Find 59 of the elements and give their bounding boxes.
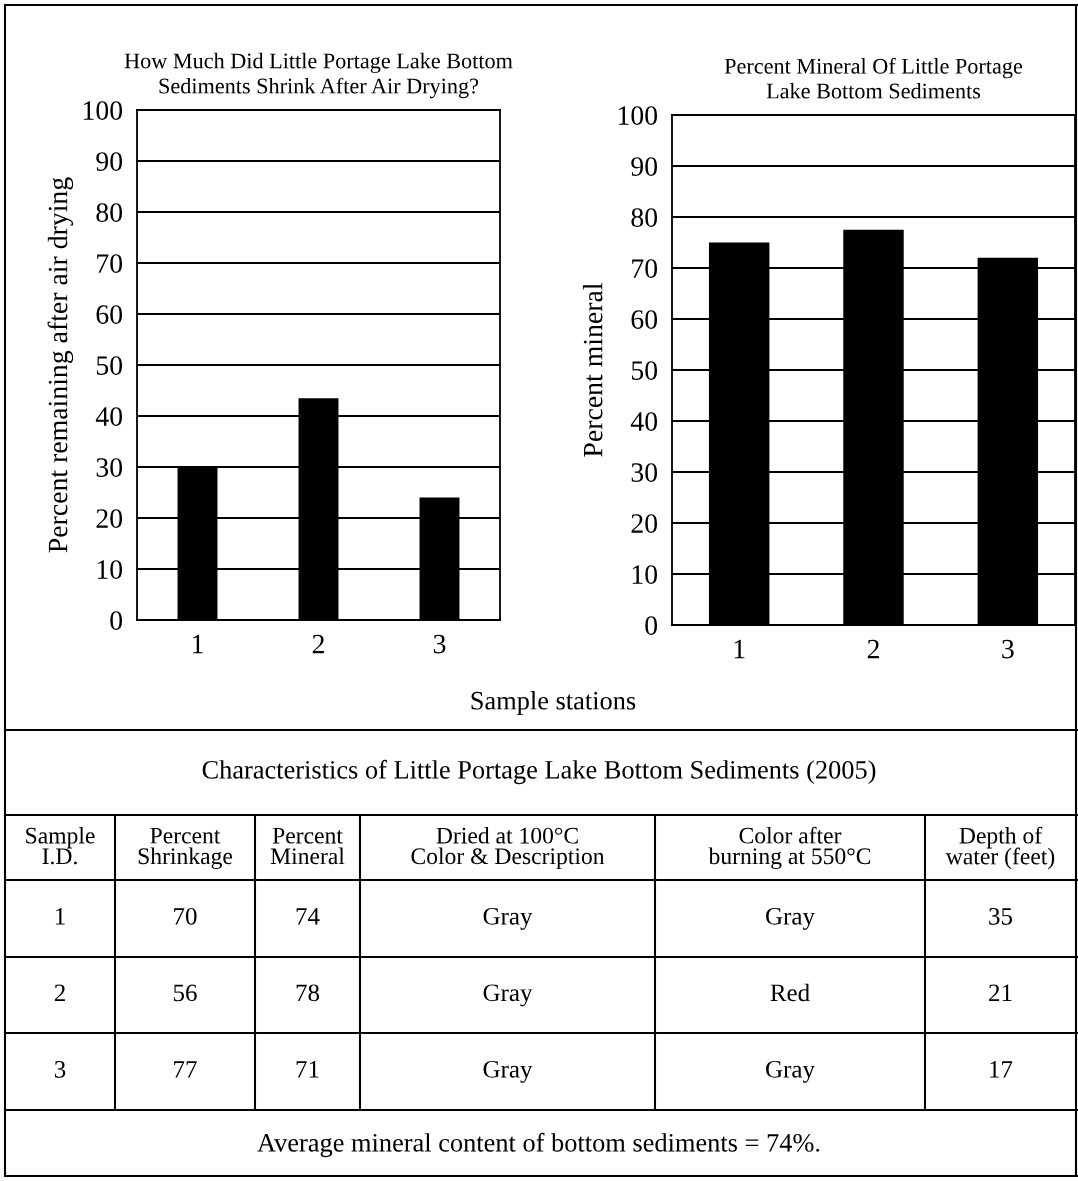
y-tick-label: 50 <box>96 356 123 375</box>
text: Gray <box>766 1060 815 1083</box>
text: Average mineral content of bottom sediments = 74%. <box>257 1132 820 1158</box>
y-tick-label: 0 <box>110 611 123 630</box>
text: 74 <box>296 908 320 925</box>
x-tick-label: 3 <box>1002 639 1014 659</box>
text: Gray <box>766 907 815 930</box>
x-axis-title: Sample stations <box>471 691 636 715</box>
text: 35 <box>989 907 1013 925</box>
y-tick-label: 30 <box>631 463 658 482</box>
text: Gray <box>483 984 533 1007</box>
category-label: Dried at 100°C Color & Description <box>411 827 605 869</box>
text: 78 <box>296 984 320 1002</box>
category-label: Depth of water (feet) <box>945 826 1055 870</box>
y-tick-label: 90 <box>631 157 658 176</box>
y-tick-label: 70 <box>632 259 658 278</box>
y-axis-title: Percent mineral <box>582 283 603 457</box>
y-tick-label: 10 <box>632 565 658 584</box>
y-tick-label: 60 <box>631 310 658 329</box>
y-tick-label: 70 <box>97 254 123 273</box>
y-tick-label: 80 <box>631 208 658 227</box>
category-label: Percent Shrinkage <box>138 827 233 870</box>
chart-title: Percent Mineral Of Little Portage Lake Bottom Sediments <box>724 57 1023 99</box>
y-tick-label: 80 <box>96 203 123 222</box>
x-tick-label: 2 <box>867 639 879 659</box>
y-tick-label: 100 <box>83 101 123 120</box>
category-label: Percent Mineral <box>270 827 345 865</box>
x-tick-label: 3 <box>433 634 446 654</box>
text: 1 <box>55 908 65 925</box>
chart-title: How Much Did Little Portage Lake Bottom Sediments Shrink After Air Drying? <box>124 52 513 99</box>
text: 56 <box>173 984 197 1002</box>
y-tick-label: 10 <box>97 560 123 579</box>
text: Gray <box>483 1060 533 1083</box>
text: 71 <box>296 1061 319 1078</box>
y-tick-label: 90 <box>96 152 123 171</box>
text: 17 <box>990 1061 1013 1078</box>
text: 2 <box>54 984 65 1002</box>
y-tick-label: 50 <box>631 361 658 380</box>
y-tick-label: 0 <box>645 616 658 635</box>
y-tick-label: 40 <box>95 407 123 426</box>
x-tick-label: 1 <box>734 639 745 659</box>
category-label: Color after burning at 550°C <box>708 826 871 870</box>
y-tick-label: 60 <box>96 305 123 324</box>
y-tick-label: 30 <box>96 458 123 477</box>
y-tick-label: 40 <box>630 412 658 431</box>
x-tick-label: 1 <box>193 634 203 654</box>
y-tick-label: 20 <box>96 509 123 528</box>
text: 77 <box>174 1061 197 1078</box>
y-axis-title: Percent remaining after air drying <box>47 177 74 553</box>
x-tick-label: 2 <box>312 634 324 654</box>
text: Gray <box>483 907 533 930</box>
text: Red <box>770 983 810 1002</box>
text: 21 <box>989 984 1012 1002</box>
y-tick-label: 20 <box>631 514 658 533</box>
text: 3 <box>54 1060 66 1078</box>
text: 70 <box>174 907 197 925</box>
y-tick-label: 100 <box>618 106 658 125</box>
category-label: Sample I.D. <box>26 827 95 865</box>
text: Characteristics of Little Portage Lake Bottom Sediments (2005) <box>202 759 876 785</box>
